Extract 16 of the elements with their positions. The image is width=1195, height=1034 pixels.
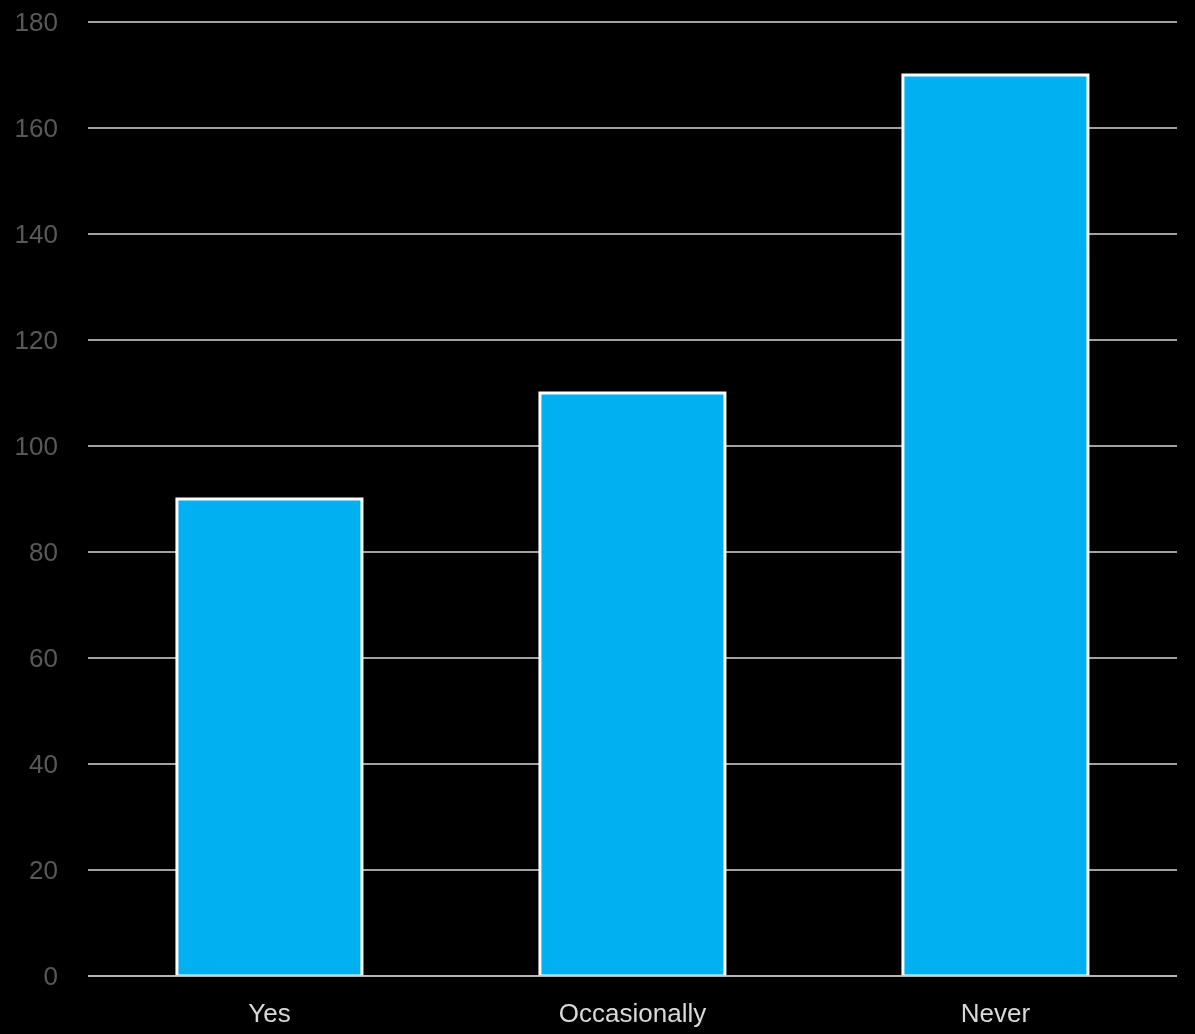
x-tick-label: Occasionally — [558, 998, 707, 1029]
y-tick-label: 180 — [14, 7, 58, 38]
y-tick-label: 40 — [29, 749, 58, 780]
bar — [901, 73, 1090, 976]
y-tick-label: 20 — [29, 855, 58, 886]
y-tick-label: 120 — [14, 325, 58, 356]
y-tick-label: 80 — [29, 537, 58, 568]
y-tick-label: 60 — [29, 643, 58, 674]
x-tick-label: Never — [960, 998, 1031, 1029]
bar — [175, 497, 364, 976]
bar — [538, 391, 727, 976]
y-tick-label: 100 — [14, 431, 58, 462]
y-tick-label: 140 — [14, 219, 58, 250]
x-tick-label: Yes — [248, 998, 291, 1029]
y-tick-label: 160 — [14, 113, 58, 144]
y-tick-label: 0 — [43, 961, 58, 992]
